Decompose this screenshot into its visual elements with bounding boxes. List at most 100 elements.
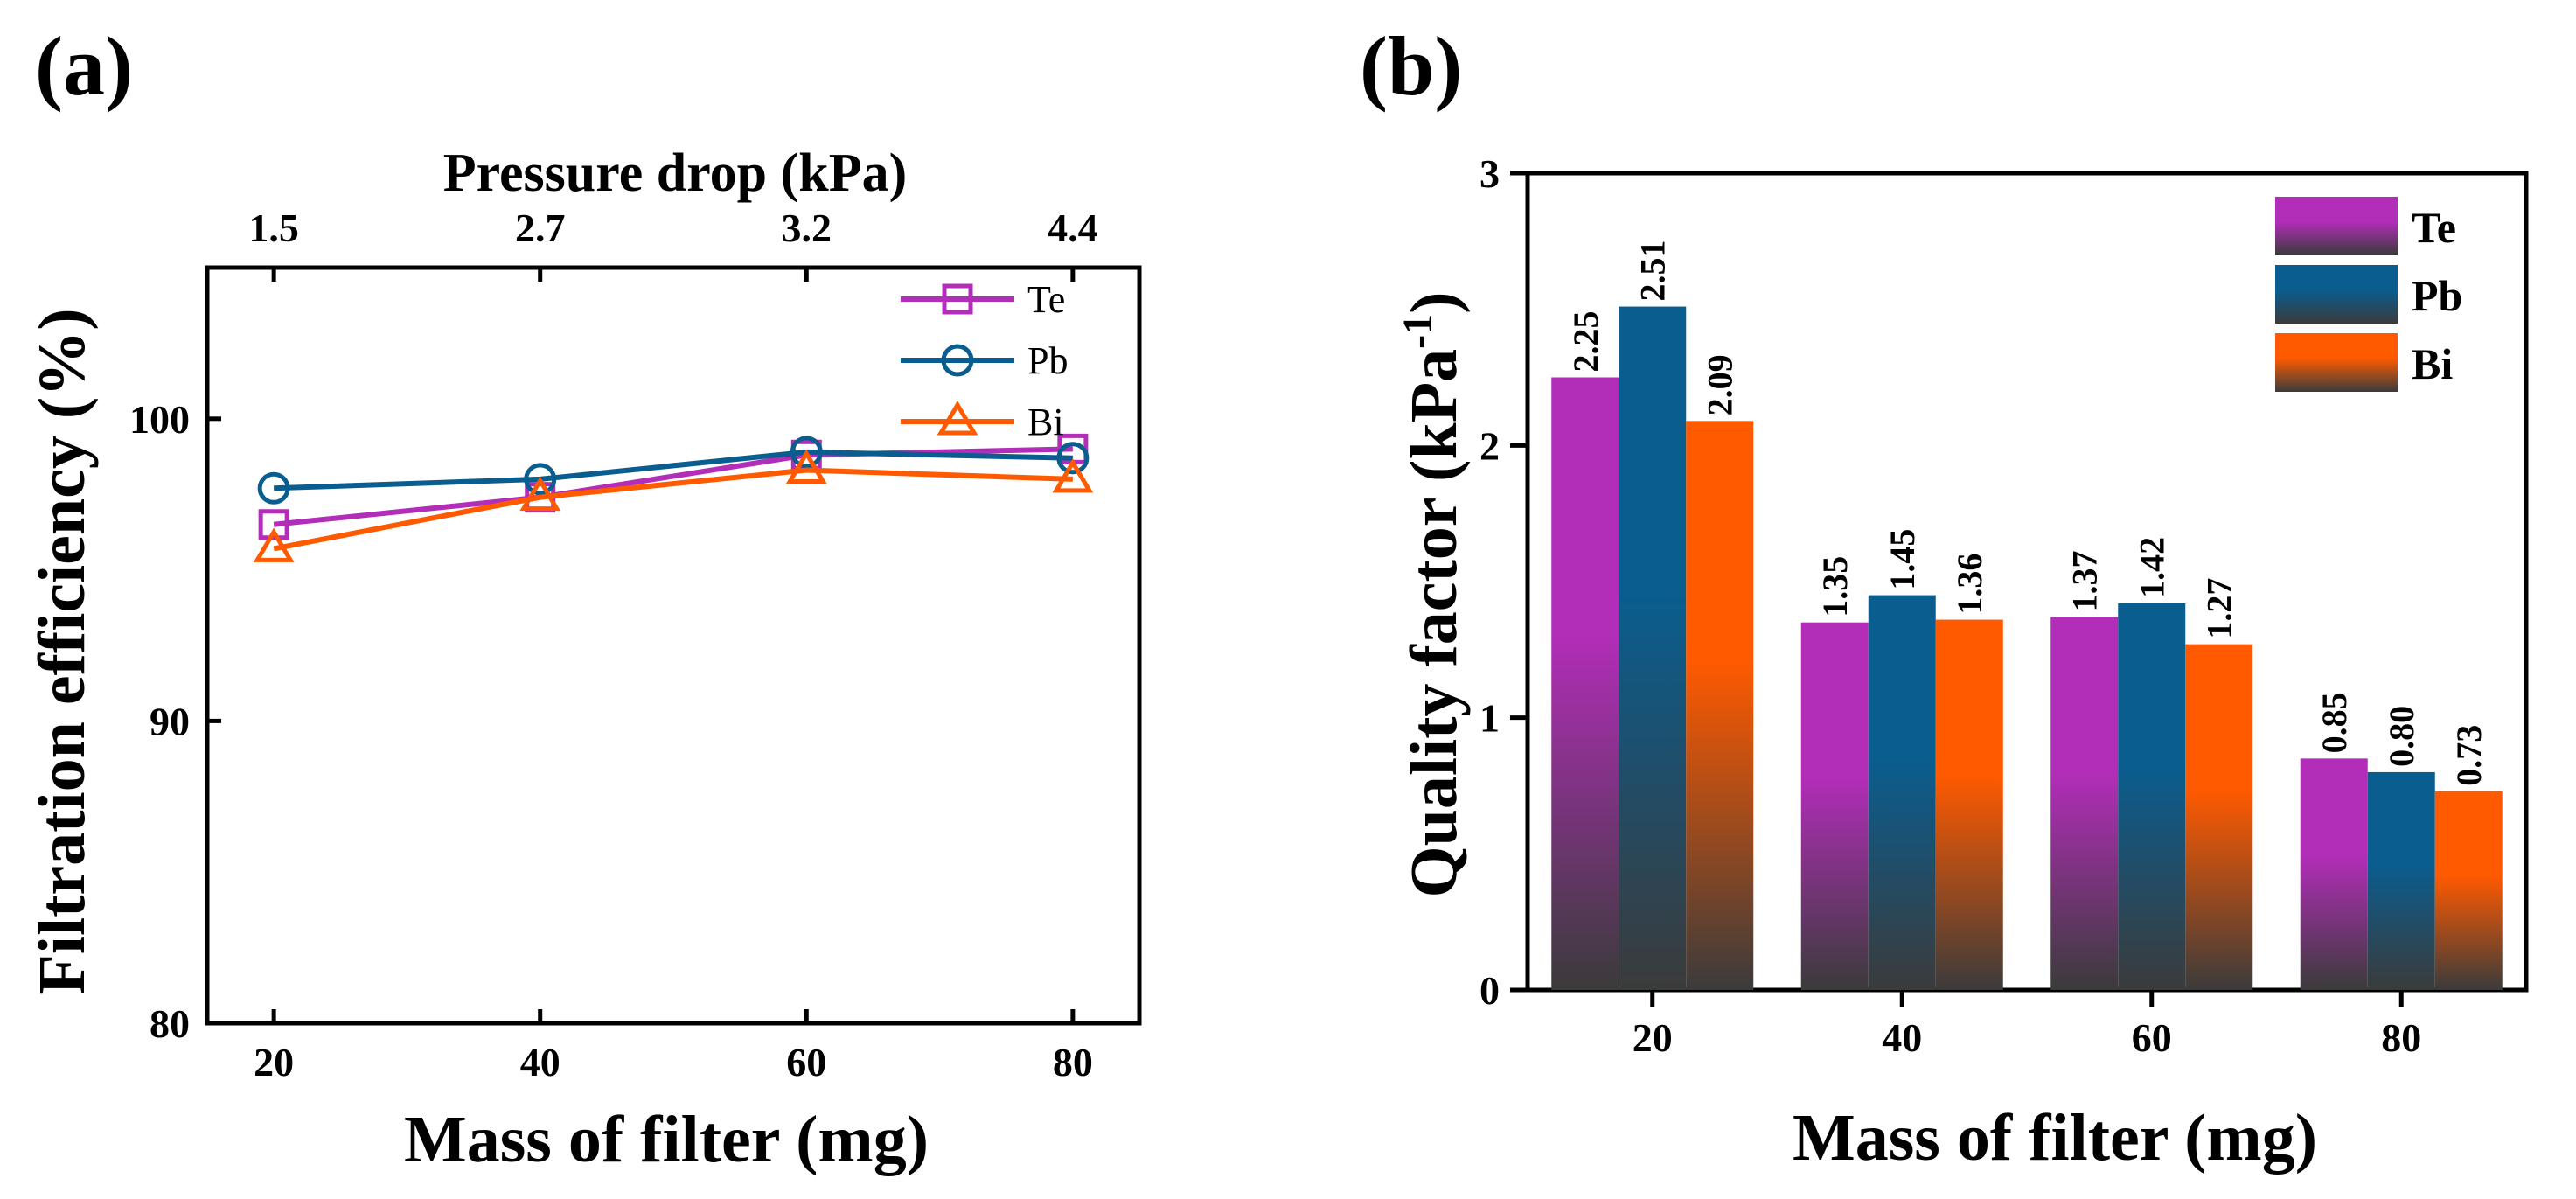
panel-a-x-axis-title: Mass of filter (mg) <box>404 1103 929 1176</box>
x-axis-ticks: 20 40 60 80 <box>254 1009 1093 1084</box>
legend-entry-pb: Pb <box>901 339 1068 382</box>
y-tick-label: 100 <box>129 397 190 442</box>
data-point-bi <box>1052 458 1094 493</box>
bar-bi <box>1935 619 2003 990</box>
y-axis-ticks: 80 90 100 <box>129 397 221 1046</box>
y-tick-label: 2 <box>1479 423 1500 468</box>
bar-series-group: 2.25 2.51 2.09 1.35 1.45 1.36 1.37 1.42 1.27 0.85… <box>1551 240 2503 990</box>
panel-b-axes <box>1525 171 2529 993</box>
bar-value-label: 2.09 <box>1701 354 1740 415</box>
top-tick-label: 4.4 <box>1048 206 1098 250</box>
series-line-bi <box>273 467 1073 552</box>
x-tick-label: 20 <box>254 1040 294 1084</box>
top-axis-title: Pressure drop (kPa) <box>443 143 907 203</box>
bar-pb <box>2118 603 2186 990</box>
bar-value-label: 1.45 <box>1883 529 1922 590</box>
panel-b-x-axis-title: Mass of filter (mg) <box>1793 1101 2317 1175</box>
panel-a-label: (a) <box>35 19 133 113</box>
legend-marker <box>936 401 978 436</box>
bar-te <box>1551 377 1619 990</box>
top-tick-label: 1.5 <box>248 206 299 250</box>
bar-value-label: 0.85 <box>2315 692 2354 753</box>
legend-label: Pb <box>1027 339 1068 382</box>
bar-group-60: 1.37 1.42 1.27 <box>2050 537 2253 990</box>
bar-value-label: 0.73 <box>2449 725 2489 786</box>
data-point-bi <box>253 527 295 562</box>
line-series-group <box>253 433 1094 562</box>
legend-marker <box>942 283 973 315</box>
legend-entry-bi: Bi <box>2275 333 2453 392</box>
legend-entry-te: Te <box>2275 197 2456 255</box>
panel-b-label: (b) <box>1360 19 1462 113</box>
legend-label: Pb <box>2412 271 2462 320</box>
x-tick-label: 20 <box>1633 1015 1673 1060</box>
bar-te <box>2050 617 2119 990</box>
bar-value-label: 2.25 <box>1566 311 1605 373</box>
panel-a-plot-frame <box>205 265 1142 1026</box>
top-tick-label: 2.7 <box>515 206 566 250</box>
data-point-pb <box>1056 442 1090 475</box>
y-axis-title-main: Quality factor (kPa <box>1397 349 1471 898</box>
legend-label: Te <box>2412 203 2456 252</box>
bar-value-label: 1.37 <box>2065 550 2105 611</box>
panel-b-y-axis-title: Quality factor (kPa-1) <box>1395 292 1471 898</box>
bar-group-80: 0.85 0.80 0.73 <box>2300 692 2503 990</box>
legend-marker <box>941 344 974 377</box>
legend-label: Bi <box>1027 401 1064 443</box>
series-pb <box>257 436 1090 505</box>
panel-a-legend: Te Pb Bi <box>901 278 1068 443</box>
legend-entry-pb: Pb <box>2275 265 2462 324</box>
bar-value-label: 2.51 <box>1633 240 1673 302</box>
data-point-pb <box>524 463 557 496</box>
y-tick-label: 0 <box>1479 968 1500 1013</box>
bar-bi <box>2434 791 2503 990</box>
bar-te <box>1800 622 1869 990</box>
y-tick-label: 3 <box>1479 151 1500 196</box>
data-point-bi <box>785 449 827 484</box>
y-tick-label: 90 <box>150 699 190 743</box>
bar-value-label: 1.36 <box>1950 554 1989 615</box>
bar-value-label: 1.27 <box>2200 578 2239 639</box>
bar-value-label: 1.42 <box>2133 537 2172 598</box>
legend-swatch <box>2275 333 2398 392</box>
x-tick-label: 40 <box>520 1040 560 1084</box>
top-tick-label: 3.2 <box>782 206 832 250</box>
legend-entry-te: Te <box>901 278 1065 321</box>
legend-label: Te <box>1027 278 1065 321</box>
bar-bi <box>2185 644 2253 990</box>
bar-value-label: 0.80 <box>2382 706 2421 767</box>
bar-bi <box>1686 421 1754 990</box>
series-line-pb <box>274 449 1073 491</box>
panel-b-y-axis-ticks: 0 1 2 3 <box>1479 151 1528 1013</box>
legend-swatch <box>2275 197 2398 255</box>
series-bi <box>253 449 1094 562</box>
panel-b-legend: Te Pb Bi <box>2275 197 2462 392</box>
top-axis-ticks: 1.5 2.7 3.2 4.4 <box>248 206 1098 282</box>
x-tick-label: 60 <box>786 1040 826 1084</box>
panel-a-y-axis-title: Filtration efficiency (%) <box>25 308 99 994</box>
bar-te <box>2300 758 2368 990</box>
legend-label: Bi <box>2412 339 2453 388</box>
legend-entry-bi: Bi <box>901 401 1064 443</box>
x-tick-label: 60 <box>2132 1015 2172 1060</box>
y-axis-title-superscript: -1 <box>1395 314 1441 349</box>
bar-pb <box>1868 595 1936 990</box>
panel-b-x-axis-ticks: 20 40 60 80 <box>1633 990 2421 1060</box>
panel-a-line-chart: (a) Pressure drop (kPa) 1.5 2.7 3.2 4.4 20 4… <box>25 19 1142 1176</box>
x-tick-label: 80 <box>2381 1015 2421 1060</box>
bar-group-20: 2.25 2.51 2.09 <box>1551 240 1754 990</box>
legend-swatch <box>2275 265 2398 324</box>
bar-value-label: 1.35 <box>1815 556 1855 617</box>
data-point-pb <box>790 436 823 469</box>
x-tick-label: 80 <box>1053 1040 1093 1084</box>
y-axis-title-end: ) <box>1397 292 1471 314</box>
series-line-te <box>273 446 1073 527</box>
y-tick-label: 1 <box>1479 696 1500 741</box>
data-point-pb <box>257 471 290 505</box>
y-tick-label: 80 <box>150 1001 190 1046</box>
data-point-te <box>258 509 289 540</box>
panel-b-plot-frame <box>1525 171 2529 993</box>
data-point-bi <box>519 476 561 512</box>
